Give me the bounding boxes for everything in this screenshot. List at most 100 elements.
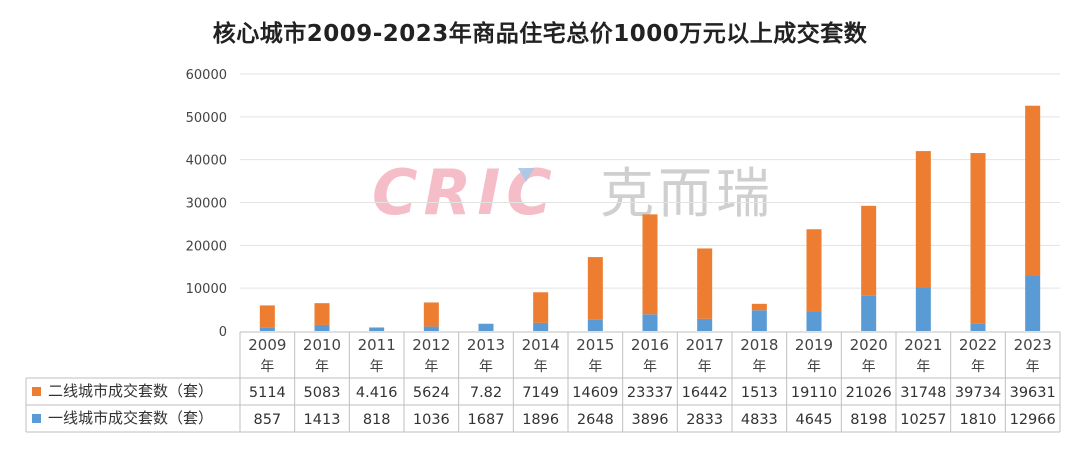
- table-value-tier1: 1413: [304, 412, 341, 428]
- bar-tier1: [697, 318, 713, 331]
- table-value-tier1: 818: [363, 412, 391, 428]
- legend-swatch-tier2: [32, 387, 41, 396]
- x-tick-label-year: 2021: [904, 336, 942, 354]
- bar-tier1: [369, 327, 385, 331]
- x-tick-label-suffix: 年: [588, 359, 602, 375]
- bar-tier1: [478, 323, 494, 331]
- table-value-tier2: 21026: [846, 385, 892, 401]
- bar-tier1: [751, 310, 767, 331]
- table-value-tier2: 19110: [791, 385, 837, 401]
- table-value-tier2: 39734: [955, 385, 1001, 401]
- x-tick-label-year: 2010: [303, 336, 341, 354]
- x-tick-label-suffix: 年: [752, 359, 766, 375]
- bar-tier1: [533, 322, 549, 331]
- table-value-tier1: 2833: [686, 412, 723, 428]
- x-tick-label-suffix: 年: [971, 359, 985, 375]
- bar-tier1: [1025, 275, 1041, 331]
- bar-tier2: [806, 229, 822, 312]
- table-value-tier1: 1896: [522, 412, 559, 428]
- table-value-tier1: 3896: [632, 412, 669, 428]
- bar-tier2: [587, 257, 603, 320]
- bar-tier1: [642, 314, 658, 331]
- table-value-tier2: 4.416: [356, 385, 398, 401]
- y-tick-label: 30000: [186, 197, 227, 212]
- x-tick-label-suffix: 年: [643, 359, 657, 375]
- watermark-logo-latin: CRIC: [372, 156, 558, 229]
- bar-tier2: [751, 303, 767, 311]
- x-tick-label-year: 2016: [631, 336, 669, 354]
- table-value-tier2: 7149: [522, 385, 559, 401]
- x-tick-label-suffix: 年: [479, 359, 493, 375]
- table-value-tier2: 14609: [572, 385, 618, 401]
- table-value-tier1: 4833: [741, 412, 778, 428]
- x-tick-label-year: 2011: [358, 336, 396, 354]
- legend-swatch-tier1: [32, 414, 41, 423]
- table-value-tier2: 31748: [900, 385, 946, 401]
- chart-title: 核心城市2009-2023年商品住宅总价1000万元以上成交套数: [212, 21, 868, 47]
- x-tick-label-year: 2013: [467, 336, 505, 354]
- x-tick-label-suffix: 年: [260, 359, 274, 375]
- y-tick-label: 40000: [186, 154, 227, 169]
- y-tick-label: 10000: [186, 282, 227, 297]
- legend-label-tier1: 一线城市成交套数（套）: [48, 409, 213, 427]
- x-tick-label-suffix: 年: [315, 359, 329, 375]
- table-value-tier2: 5624: [413, 385, 450, 401]
- table-value-tier1: 1687: [468, 412, 505, 428]
- bar-tier2: [970, 153, 986, 324]
- x-tick-label-suffix: 年: [1026, 359, 1040, 375]
- watermark-logo-cjk: 克而瑞: [600, 162, 774, 225]
- table-value-tier1: 1036: [413, 412, 450, 428]
- table-value-tier2: 5114: [249, 385, 286, 401]
- watermark-logo-mark: [518, 168, 534, 182]
- table-value-tier2: 1513: [741, 385, 778, 401]
- table-value-tier1: 2648: [577, 412, 614, 428]
- bar-tier1: [806, 311, 822, 331]
- x-tick-label-suffix: 年: [862, 359, 876, 375]
- x-tick-label-suffix: 年: [698, 359, 712, 375]
- bar-tier2: [423, 302, 439, 327]
- x-tick-label-year: 2019: [795, 336, 833, 354]
- bar-tier2: [697, 248, 713, 319]
- y-tick-label: 0: [219, 325, 227, 340]
- x-tick-label-suffix: 年: [534, 359, 548, 375]
- x-tick-label-year: 2022: [959, 336, 997, 354]
- legend-label-tier2: 二线城市成交套数（套）: [48, 382, 213, 400]
- bar-tier1: [423, 326, 439, 331]
- table-value-tier2: 7.82: [470, 385, 502, 401]
- x-tick-label-year: 2009: [248, 336, 286, 354]
- x-tick-label-suffix: 年: [424, 359, 438, 375]
- y-tick-label: 20000: [186, 239, 227, 254]
- y-tick-label: 60000: [186, 68, 227, 83]
- x-tick-label-year: 2012: [412, 336, 450, 354]
- x-tick-label-year: 2017: [686, 336, 724, 354]
- table-value-tier1: 1810: [960, 412, 997, 428]
- x-tick-label-year: 2014: [522, 336, 560, 354]
- table-value-tier2: 16442: [682, 385, 728, 401]
- x-tick-label-year: 2023: [1014, 336, 1052, 354]
- bar-tier1: [587, 319, 603, 331]
- bar-tier2: [533, 292, 549, 323]
- bar-tier1: [259, 327, 275, 331]
- y-tick-label: 50000: [186, 111, 227, 126]
- x-tick-label-suffix: 年: [370, 359, 384, 375]
- x-tick-label-year: 2015: [576, 336, 614, 354]
- bar-tier2: [259, 305, 275, 328]
- table-value-tier1: 857: [253, 412, 281, 428]
- x-tick-label-year: 2020: [850, 336, 888, 354]
- table-value-tier2: 5083: [304, 385, 341, 401]
- table-value-tier1: 12966: [1010, 412, 1056, 428]
- bar-tier1: [915, 287, 931, 331]
- x-tick-label-suffix: 年: [916, 359, 930, 375]
- table-value-tier1: 10257: [900, 412, 946, 428]
- bar-tier2: [314, 303, 330, 325]
- table-value-tier1: 4645: [796, 412, 833, 428]
- bar-tier1: [314, 324, 330, 331]
- bar-tier2: [1025, 105, 1041, 276]
- bar-tier2: [861, 205, 877, 296]
- bar-tier1: [861, 295, 877, 331]
- x-tick-label-suffix: 年: [807, 359, 821, 375]
- bar-tier2: [642, 214, 658, 315]
- table-value-tier1: 8198: [850, 412, 887, 428]
